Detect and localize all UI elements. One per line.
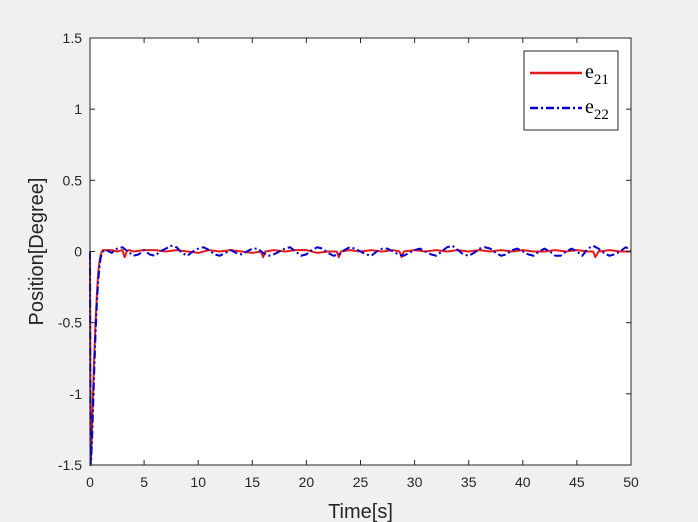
x-tick-label: 5 (140, 474, 148, 490)
y-tick-label: -0.5 (58, 315, 82, 331)
x-tick-label: 15 (245, 474, 261, 490)
x-tick-label: 25 (353, 474, 369, 490)
legend-label-e21: e21 (585, 61, 609, 88)
ticks-layer: 0 5 10 15 20 25 30 35 40 45 50 -1.5 -1 -0.5 0 0.5 1 1.5 (58, 30, 639, 490)
x-tick-label: 45 (569, 474, 585, 490)
legend: e21 e22 (523, 50, 619, 131)
y-axis-title: Position[Degree] (26, 178, 48, 326)
x-tick-label: 50 (623, 474, 639, 490)
x-tick-label: 30 (407, 474, 423, 490)
x-tick-label: 20 (299, 474, 315, 490)
y-tick-label: 0 (74, 244, 82, 260)
y-tick-label: -1 (70, 386, 83, 402)
series-line-e21 (89, 249, 631, 466)
x-tick-label: 0 (86, 474, 94, 490)
legend-label-e22: e22 (585, 96, 609, 123)
y-tick-label: 0.5 (63, 172, 83, 188)
y-tick-label: 1 (74, 101, 82, 117)
x-tick-label: 10 (190, 474, 206, 490)
x-axis-title: Time[s] (328, 501, 393, 522)
y-tick-label: -1.5 (58, 457, 82, 473)
y-tick-label: 1.5 (63, 30, 83, 46)
x-tick-label: 40 (515, 474, 531, 490)
x-tick-label: 35 (461, 474, 477, 490)
legend-box (523, 50, 619, 131)
series-line-e22 (89, 244, 632, 466)
series-layer (89, 244, 632, 466)
